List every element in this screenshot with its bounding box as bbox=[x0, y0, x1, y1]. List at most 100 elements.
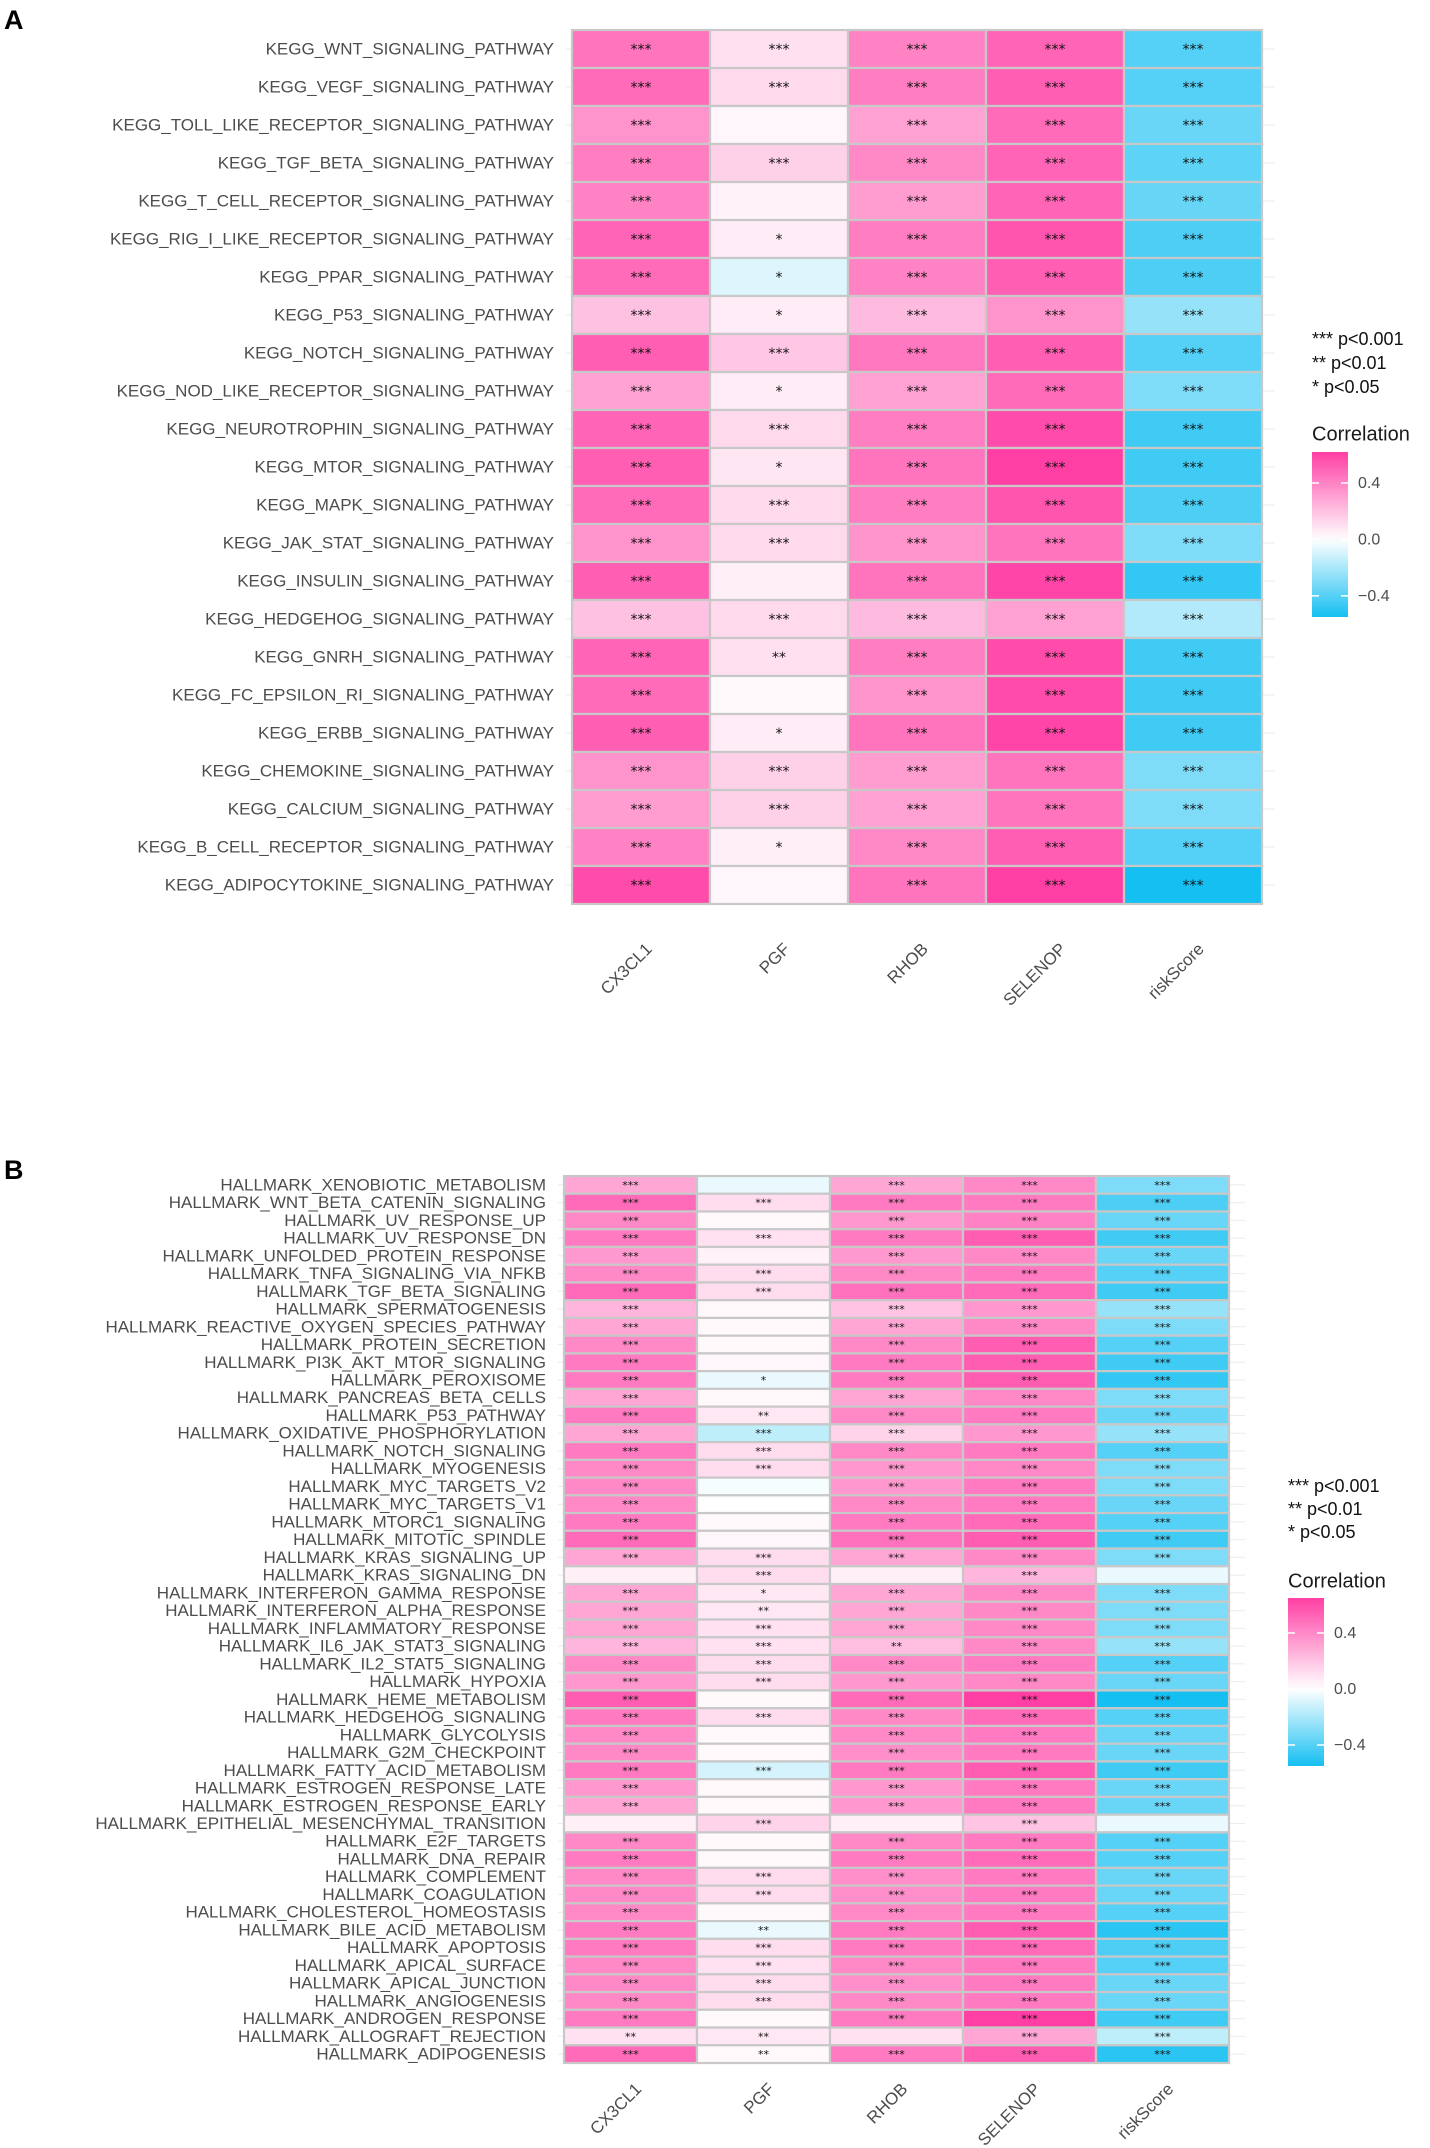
row-label: KEGG_TGF_BETA_SIGNALING_PATHWAY bbox=[218, 153, 554, 172]
significance-stars: *** bbox=[622, 1587, 639, 1600]
significance-stars: ** bbox=[758, 2030, 770, 2043]
significance-stars: *** bbox=[888, 1871, 905, 1884]
significance-stars: *** bbox=[769, 346, 790, 362]
significance-stars: *** bbox=[622, 1888, 639, 1901]
significance-legend-item: * p<0.05 bbox=[1312, 377, 1380, 397]
significance-stars: ** bbox=[772, 650, 786, 666]
significance-stars: *** bbox=[622, 1782, 639, 1795]
row-label: HALLMARK_HEME_METABOLISM bbox=[276, 1690, 546, 1709]
significance-stars: *** bbox=[755, 1427, 772, 1440]
heatmap-cell bbox=[695, 1387, 832, 1408]
row-label: HALLMARK_APICAL_SURFACE bbox=[295, 1956, 546, 1975]
significance-stars: *** bbox=[1183, 422, 1204, 438]
row-label: HALLMARK_ANGIOGENESIS bbox=[315, 1991, 546, 2010]
column-label: riskScore bbox=[1144, 939, 1208, 1003]
row-label: HALLMARK_APICAL_JUNCTION bbox=[289, 1974, 546, 1993]
significance-stars: *** bbox=[631, 270, 652, 286]
heatmap-cell bbox=[846, 826, 988, 868]
heatmap-cell bbox=[695, 1742, 832, 1763]
significance-stars: *** bbox=[1021, 1729, 1038, 1742]
significance-stars: *** bbox=[622, 1871, 639, 1884]
significance-stars: *** bbox=[1154, 1339, 1171, 1352]
significance-stars: *** bbox=[1045, 878, 1066, 894]
heatmap-cell bbox=[695, 1174, 832, 1195]
significance-stars: *** bbox=[1154, 1303, 1171, 1316]
significance-stars: *** bbox=[1021, 1924, 1038, 1937]
significance-stars: *** bbox=[1183, 232, 1204, 248]
row-label: HALLMARK_FATTY_ACID_METABOLISM bbox=[224, 1761, 546, 1780]
significance-stars: *** bbox=[1045, 688, 1066, 704]
row-label: HALLMARK_KRAS_SIGNALING_UP bbox=[264, 1548, 547, 1567]
significance-stars: *** bbox=[1154, 1587, 1171, 1600]
significance-stars: *** bbox=[1183, 688, 1204, 704]
significance-stars: *** bbox=[755, 1977, 772, 1990]
heatmap-cell bbox=[828, 2026, 965, 2047]
significance-stars: *** bbox=[755, 1818, 772, 1831]
significance-stars: *** bbox=[888, 1835, 905, 1848]
heatmap-cell bbox=[846, 218, 988, 260]
significance-stars: *** bbox=[888, 2048, 905, 2061]
significance-stars: *** bbox=[631, 612, 652, 628]
significance-stars: ** bbox=[758, 2048, 770, 2061]
significance-stars: *** bbox=[755, 1871, 772, 1884]
significance-stars: *** bbox=[888, 1942, 905, 1955]
significance-stars: *** bbox=[755, 1463, 772, 1476]
significance-stars: *** bbox=[1021, 1853, 1038, 1866]
column-label: RHOB bbox=[884, 939, 932, 987]
column-label: SELENOP bbox=[974, 2079, 1044, 2148]
row-label: HALLMARK_ANDROGEN_RESPONSE bbox=[243, 2009, 546, 2028]
heatmap-cell bbox=[1122, 332, 1264, 374]
heatmap-cell bbox=[708, 294, 850, 336]
heatmap-cell bbox=[562, 1813, 699, 1834]
row-label: HALLMARK_INTERFERON_GAMMA_RESPONSE bbox=[157, 1583, 546, 1602]
heatmap-cell bbox=[695, 1778, 832, 1799]
row-label: KEGG_VEGF_SIGNALING_PATHWAY bbox=[258, 77, 554, 96]
significance-stars: *** bbox=[888, 1303, 905, 1316]
row-label: HALLMARK_REACTIVE_OXYGEN_SPECIES_PATHWAY bbox=[105, 1317, 546, 1336]
significance-stars: *** bbox=[888, 1409, 905, 1422]
significance-stars: *** bbox=[622, 1747, 639, 1760]
significance-stars: *** bbox=[1154, 1711, 1171, 1724]
significance-stars: *** bbox=[1021, 1516, 1038, 1529]
significance-stars: *** bbox=[907, 840, 928, 856]
significance-stars: *** bbox=[1045, 384, 1066, 400]
row-label: KEGG_RIG_I_LIKE_RECEPTOR_SIGNALING_PATHW… bbox=[110, 229, 554, 248]
significance-stars: *** bbox=[907, 574, 928, 590]
heatmap-cell bbox=[1122, 674, 1264, 716]
heatmap-cell bbox=[984, 826, 1126, 868]
row-label: KEGG_WNT_SIGNALING_PATHWAY bbox=[266, 39, 554, 58]
column-label: CX3CL1 bbox=[597, 939, 656, 998]
significance-stars: *** bbox=[1154, 1888, 1171, 1901]
row-label: KEGG_TOLL_LIKE_RECEPTOR_SIGNALING_PATHWA… bbox=[112, 115, 554, 134]
significance-stars: *** bbox=[888, 1534, 905, 1547]
significance-stars: *** bbox=[755, 1551, 772, 1564]
significance-stars: *** bbox=[631, 726, 652, 742]
significance-stars: *** bbox=[622, 1250, 639, 1263]
significance-stars: *** bbox=[1045, 80, 1066, 96]
significance-stars: *** bbox=[1154, 1551, 1171, 1564]
column-label: RHOB bbox=[863, 2079, 911, 2127]
significance-stars: *** bbox=[1045, 460, 1066, 476]
significance-stars: *** bbox=[1021, 1906, 1038, 1919]
significance-stars: *** bbox=[622, 1622, 639, 1635]
heatmap-cell bbox=[695, 1334, 832, 1355]
significance-stars: *** bbox=[769, 802, 790, 818]
heatmap-cell bbox=[708, 66, 850, 108]
significance-stars: *** bbox=[622, 1303, 639, 1316]
heatmap-cell bbox=[708, 560, 850, 602]
significance-stars: ** bbox=[625, 2030, 637, 2043]
significance-stars: *** bbox=[888, 1853, 905, 1866]
significance-stars: *** bbox=[622, 1658, 639, 1671]
significance-stars: *** bbox=[755, 1268, 772, 1281]
significance-stars: *** bbox=[755, 1711, 772, 1724]
row-label: HALLMARK_PROTEIN_SECRETION bbox=[261, 1335, 546, 1354]
row-label: HALLMARK_PEROXISOME bbox=[331, 1370, 546, 1389]
significance-stars: *** bbox=[1154, 1853, 1171, 1866]
significance-stars: *** bbox=[1045, 232, 1066, 248]
heatmap-cell bbox=[1122, 142, 1264, 184]
colorbar-tick-label: 0.4 bbox=[1334, 1625, 1356, 1642]
colorbar-tick-label: −0.4 bbox=[1334, 1737, 1366, 1754]
heatmap-cell bbox=[1094, 2044, 1231, 2065]
significance-stars: *** bbox=[622, 1640, 639, 1653]
significance-stars: *** bbox=[1045, 802, 1066, 818]
